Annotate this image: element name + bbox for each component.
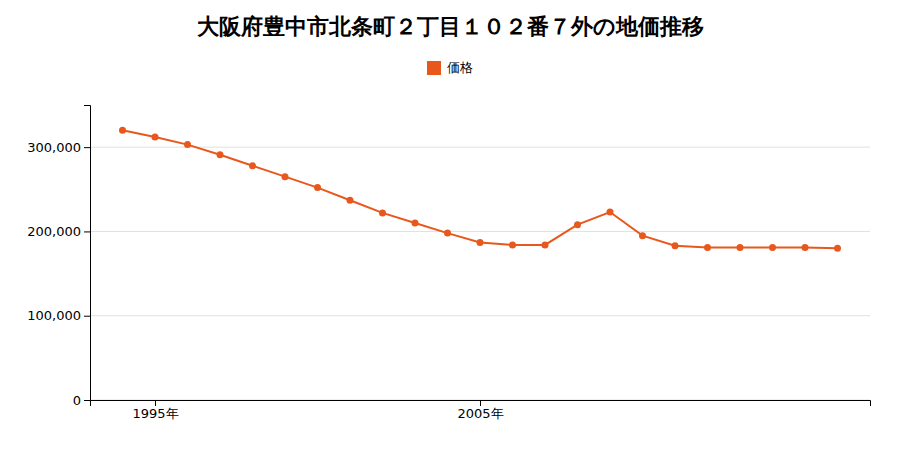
marker xyxy=(802,244,809,251)
marker xyxy=(412,220,419,227)
marks xyxy=(119,127,841,252)
tick: 300,000 xyxy=(27,140,90,155)
tick: 100,000 xyxy=(27,308,90,323)
tick-label: 2005年 xyxy=(457,406,503,421)
tick-mark xyxy=(155,400,156,406)
tick-label: 100,000 xyxy=(27,308,81,323)
marker xyxy=(769,244,776,251)
marker xyxy=(477,239,484,246)
y-axis: 0 100,000 200,000 300,000 xyxy=(27,106,90,408)
axis-line xyxy=(84,106,91,401)
grid-line xyxy=(90,147,870,148)
marker xyxy=(509,241,516,248)
grid-line xyxy=(90,315,870,316)
tick-mark xyxy=(84,316,90,317)
marker xyxy=(574,221,581,228)
grid-line xyxy=(90,231,870,232)
tick: 200,000 xyxy=(27,224,90,239)
legend: 価格 xyxy=(427,60,473,75)
marker xyxy=(542,241,549,248)
tick: 0 xyxy=(73,393,90,408)
chart: 大阪府豊中市北条町２丁目１０２番７外の地価推移 1995年 2005年 0 100,00… xyxy=(0,0,900,450)
tick-label: 0 xyxy=(73,393,81,408)
tick-mark xyxy=(480,400,481,406)
marker xyxy=(119,127,126,134)
marker xyxy=(639,232,646,239)
marker xyxy=(282,173,289,180)
legend-swatch xyxy=(427,61,441,75)
marker xyxy=(152,134,159,141)
marker xyxy=(184,141,191,148)
tick-mark xyxy=(84,231,90,232)
line xyxy=(123,130,838,248)
axis-line xyxy=(91,401,871,407)
title: 大阪府豊中市北条町２丁目１０２番７外の地価推移 xyxy=(197,14,704,39)
tick-mark xyxy=(84,147,90,148)
plot: 1995年 2005年 0 100,000 200,000 300,000 xyxy=(27,106,870,422)
marker xyxy=(347,197,354,204)
marker xyxy=(314,184,321,191)
marker xyxy=(737,244,744,251)
tick-mark xyxy=(84,400,90,401)
marker xyxy=(249,162,256,169)
marker xyxy=(379,209,386,216)
grid xyxy=(90,147,870,400)
tick-label: 300,000 xyxy=(27,140,81,155)
tick-label: 200,000 xyxy=(27,224,81,239)
marker xyxy=(704,244,711,251)
marker xyxy=(834,245,841,252)
x-axis: 1995年 2005年 xyxy=(91,400,871,421)
tick: 1995年 xyxy=(132,400,178,421)
marker xyxy=(217,151,224,158)
legend-item: 価格 xyxy=(427,60,473,75)
tick: 2005年 xyxy=(457,400,503,421)
marker xyxy=(444,230,451,237)
tick-label: 1995年 xyxy=(132,406,178,421)
marker xyxy=(607,209,614,216)
marker xyxy=(672,242,679,249)
legend-label: 価格 xyxy=(447,60,473,75)
